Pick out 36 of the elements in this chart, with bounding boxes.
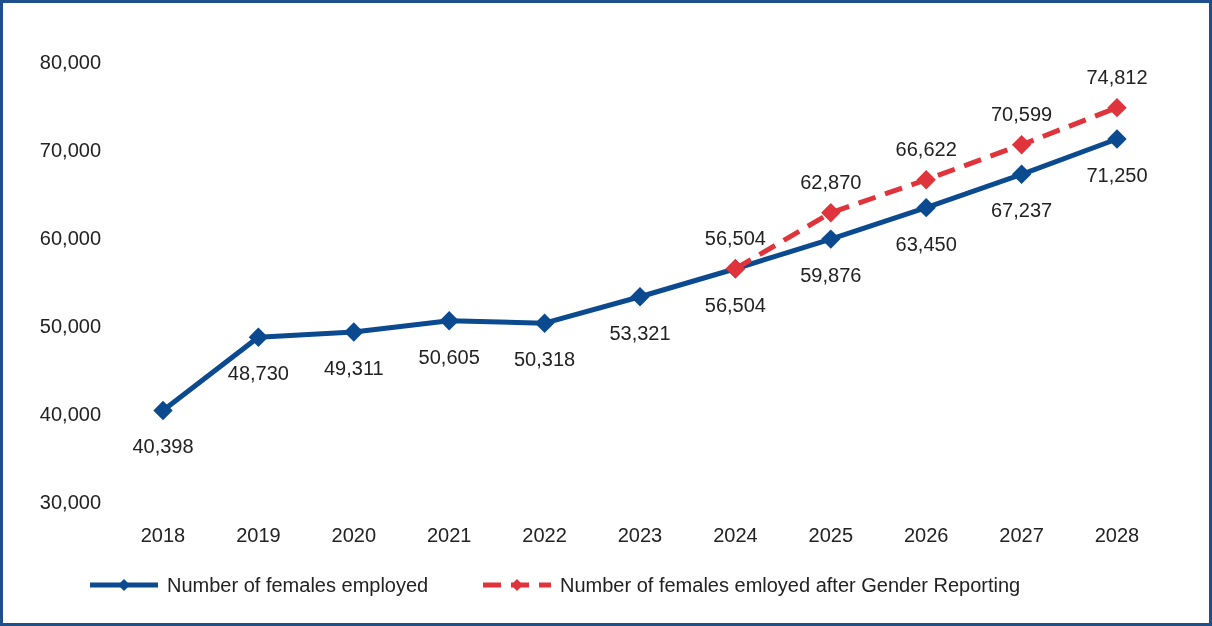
y-tick-label: 70,000 [39, 139, 101, 161]
data-label: 66,622 [895, 137, 957, 160]
data-label: 50,605 [418, 345, 480, 368]
x-tick-label: 2027 [999, 524, 1044, 546]
y-tick-label: 80,000 [39, 51, 101, 73]
data-label: 59,876 [800, 264, 862, 287]
x-tick-label: 2024 [713, 524, 758, 546]
data-label: 56,504 [704, 226, 766, 249]
x-tick-label: 2026 [903, 524, 949, 546]
y-tick-label: 40,000 [39, 403, 101, 425]
point [1107, 97, 1127, 118]
data-label: 50,318 [514, 348, 576, 371]
x-tick-label: 2021 [426, 524, 472, 546]
x-tick-label: 2028 [1094, 524, 1140, 546]
y-tick-label: 60,000 [39, 227, 101, 249]
legend-label: Number of females employed [167, 574, 429, 596]
data-label: 71,250 [1086, 164, 1148, 186]
data-label: 67,237 [991, 199, 1053, 222]
legend-label: Number of females emloyed after Gender Reporting [560, 574, 1021, 596]
x-tick-label: 2022 [522, 524, 567, 546]
x-tick-label: 2018 [140, 524, 186, 546]
x-tick-label: 2025 [808, 524, 854, 546]
data-label: 49,311 [323, 357, 384, 380]
data-label: 56,504 [704, 293, 766, 316]
y-tick-label: 30,000 [39, 491, 101, 513]
x-tick-label: 2023 [617, 524, 663, 546]
data-label: 74,812 [1086, 65, 1148, 88]
data-label: 62,870 [800, 170, 862, 193]
x-tick-label: 2020 [331, 524, 377, 546]
data-label: 63,450 [895, 232, 957, 255]
data-label: 53,321 [609, 321, 671, 344]
x-tick-label: 2019 [236, 524, 281, 546]
y-tick-label: 50,000 [39, 315, 101, 337]
data-label: 70,599 [991, 102, 1053, 125]
data-label: 40,398 [132, 435, 194, 458]
data-label: 48,730 [227, 362, 289, 385]
